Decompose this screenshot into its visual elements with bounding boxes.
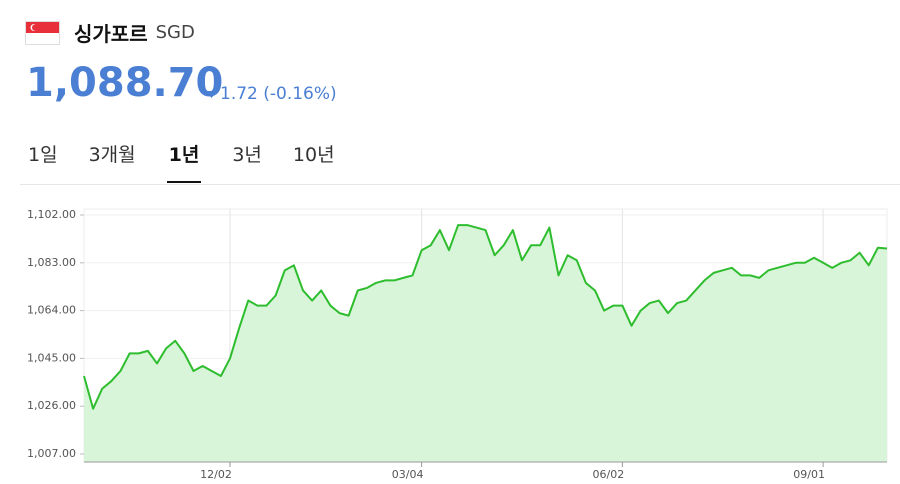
y-tick-label: 1,102.00	[27, 208, 76, 221]
y-tick-label: 1,064.00	[27, 304, 76, 317]
x-tick-label: 06/02	[593, 468, 625, 481]
title: 싱가포르	[74, 22, 148, 46]
x-tick-label: 09/01	[793, 468, 825, 481]
header: 싱가포르 SGD	[25, 18, 195, 47]
tab[interactable]: 1일	[28, 144, 58, 166]
change-text: 1.72 (-0.16%)	[220, 84, 337, 104]
tab[interactable]: 3년	[232, 144, 262, 166]
price: 1,088.70	[26, 60, 224, 106]
area-fill	[84, 225, 887, 462]
tab-bar: 1일 3개월 1년 3년 10년	[28, 140, 366, 183]
x-tick-label: 12/02	[200, 468, 232, 481]
tab[interactable]: 3개월	[88, 144, 136, 166]
flag-icon	[25, 20, 60, 45]
x-tick-label: 03/04	[392, 468, 424, 481]
change: 1.72 (-0.16%)	[206, 84, 337, 104]
down-arrow	[206, 91, 217, 98]
y-tick-label: 1,007.00	[27, 447, 76, 460]
currency: SGD	[155, 22, 195, 43]
price-line	[83, 224, 888, 410]
y-tick-label: 1,083.00	[27, 256, 76, 269]
separator	[20, 184, 900, 185]
y-tick-label: 1,026.00	[27, 399, 76, 412]
y-tick-label: 1,045.00	[27, 351, 76, 364]
tab[interactable]: 10년	[292, 144, 335, 166]
tab[interactable]: 1년	[166, 140, 202, 183]
